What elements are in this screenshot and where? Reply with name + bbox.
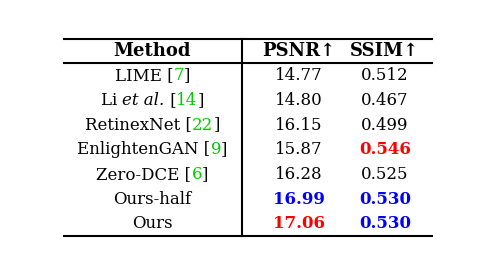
Text: 7: 7 — [173, 67, 184, 84]
Text: ]: ] — [202, 166, 208, 183]
Text: 9: 9 — [211, 141, 221, 158]
Text: SSIM↑: SSIM↑ — [350, 42, 420, 60]
Text: Zero-DCE [: Zero-DCE [ — [96, 166, 192, 183]
Text: 14: 14 — [176, 92, 197, 109]
Text: 0.546: 0.546 — [359, 141, 411, 158]
Text: 0.512: 0.512 — [361, 67, 409, 84]
Text: 15.87: 15.87 — [275, 141, 322, 158]
Text: 0.467: 0.467 — [361, 92, 409, 109]
Text: ]: ] — [221, 141, 227, 158]
Text: et al.: et al. — [122, 92, 165, 109]
Text: 16.28: 16.28 — [275, 166, 322, 183]
Text: 0.530: 0.530 — [359, 215, 411, 232]
Text: ]: ] — [184, 67, 190, 84]
Text: Ours: Ours — [132, 215, 173, 232]
Text: 16.15: 16.15 — [275, 117, 322, 134]
Text: ]: ] — [213, 117, 220, 134]
Text: 14.77: 14.77 — [275, 67, 322, 84]
Text: Ours-half: Ours-half — [113, 191, 192, 208]
Text: ]: ] — [197, 92, 204, 109]
Text: PSNR↑: PSNR↑ — [262, 42, 335, 60]
Text: 16.99: 16.99 — [273, 191, 325, 208]
Text: 14.80: 14.80 — [275, 92, 322, 109]
Text: LIME [: LIME [ — [115, 67, 173, 84]
Text: [: [ — [165, 92, 176, 109]
Text: 22: 22 — [192, 117, 213, 134]
Text: 0.525: 0.525 — [361, 166, 408, 183]
Text: 0.530: 0.530 — [359, 191, 411, 208]
Text: EnlightenGAN [: EnlightenGAN [ — [77, 141, 211, 158]
Text: 6: 6 — [192, 166, 202, 183]
Text: 17.06: 17.06 — [272, 215, 325, 232]
Text: Method: Method — [114, 42, 191, 60]
Text: 0.499: 0.499 — [361, 117, 408, 134]
Text: Li: Li — [101, 92, 122, 109]
Text: RetinexNet [: RetinexNet [ — [85, 117, 192, 134]
